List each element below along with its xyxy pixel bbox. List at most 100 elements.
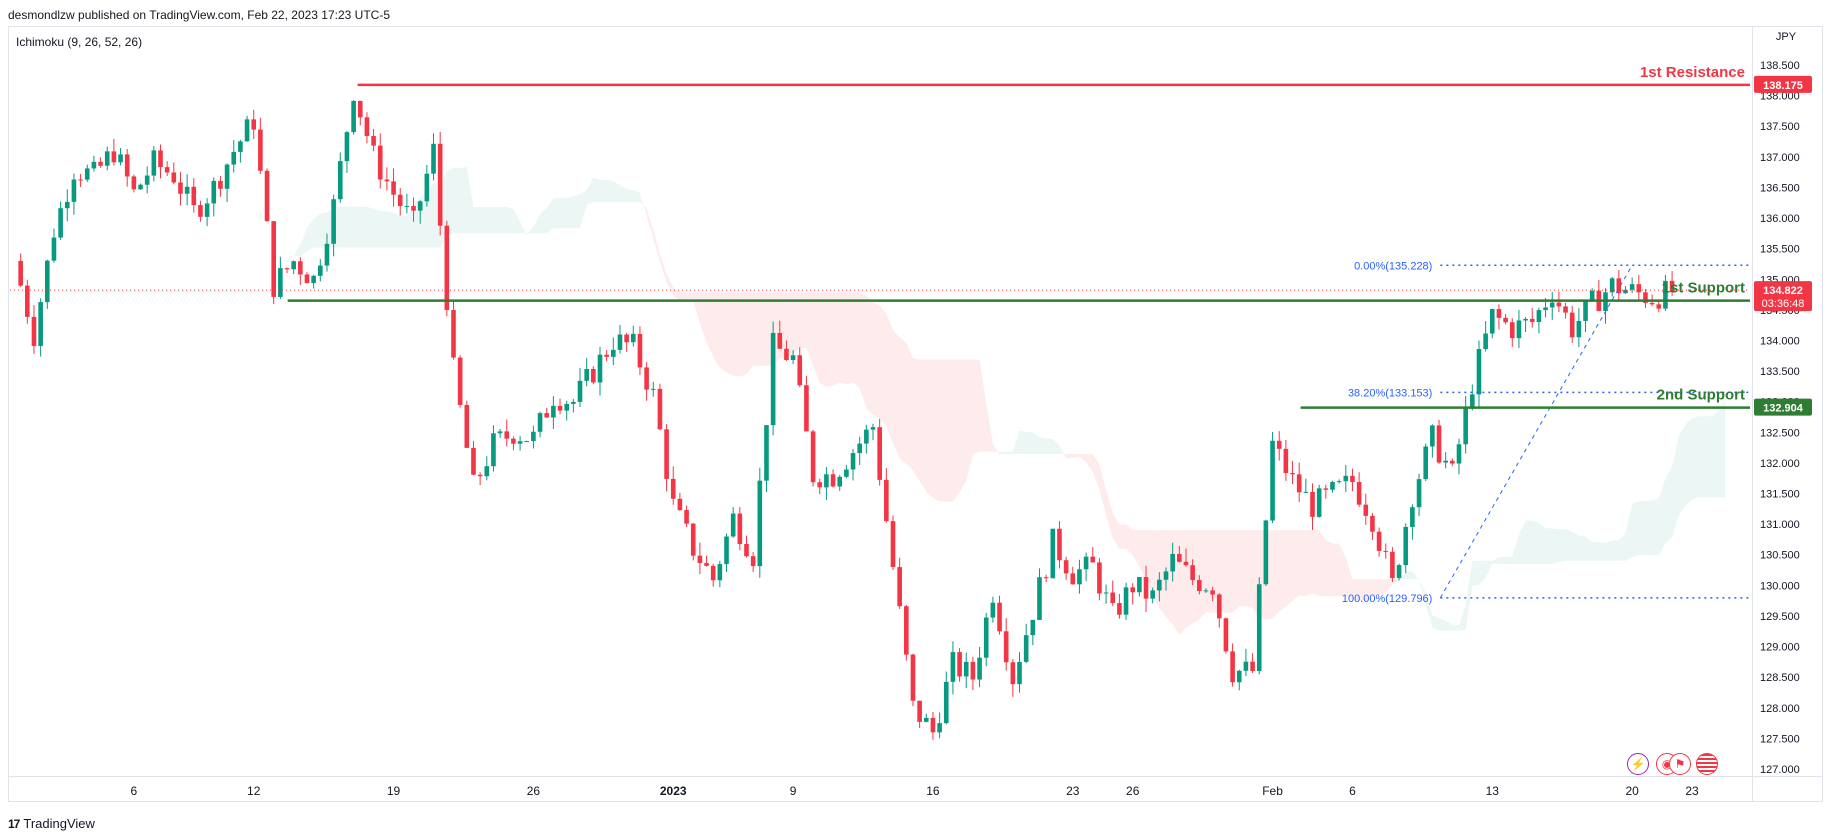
- ichimoku-cloud-segment: [486, 206, 494, 234]
- ichimoku-cloud-segment: [586, 177, 594, 205]
- ichimoku-cloud-segment: [566, 196, 574, 229]
- ichimoku-cloud-segment: [1692, 416, 1699, 500]
- candle-body: [357, 100, 363, 118]
- candle-body: [677, 498, 683, 511]
- level-name: 2nd Support: [1657, 387, 1745, 404]
- candle-body: [158, 150, 163, 168]
- ichimoku-cloud-segment: [959, 359, 967, 492]
- candle-body: [1649, 302, 1655, 305]
- candle-body: [1656, 304, 1662, 309]
- candle-body: [1643, 292, 1648, 303]
- flag-icon[interactable]: ⚑: [1669, 753, 1691, 775]
- ichimoku-cloud-segment: [666, 274, 674, 296]
- time-tick-label: 23: [1066, 784, 1080, 798]
- ichimoku-cloud-segment: [673, 287, 680, 301]
- us-flag-icon[interactable]: [1696, 753, 1718, 775]
- candle-body: [551, 405, 556, 418]
- candle-body: [1383, 550, 1389, 552]
- candle-body: [251, 119, 257, 130]
- price-tick-label: 130.500: [1760, 550, 1800, 562]
- ichimoku-cloud-segment: [1192, 530, 1200, 624]
- price-tick-label: 136.500: [1760, 182, 1800, 194]
- candle-body: [278, 268, 283, 297]
- ichimoku-cloud-segment: [979, 359, 987, 452]
- ichimoku-cloud-segment: [580, 190, 587, 229]
- candle-body: [750, 556, 756, 567]
- ichimoku-cloud-segment: [613, 181, 620, 203]
- candle-body: [1390, 551, 1395, 579]
- price-tick-label: 136.000: [1760, 213, 1800, 225]
- tradingview-footer[interactable]: 17 TradingView: [8, 816, 95, 831]
- ichimoku-cloud-segment: [1618, 532, 1626, 561]
- candle-body: [64, 201, 70, 209]
- ichimoku-cloud-segment: [446, 167, 454, 237]
- ichimoku-cloud-segment: [1518, 520, 1526, 565]
- candle-body: [1223, 618, 1229, 652]
- candle-body: [850, 453, 856, 470]
- ichimoku-cloud-segment: [646, 208, 654, 238]
- candle-body: [937, 723, 942, 733]
- ichimoku-cloud-segment: [713, 292, 720, 368]
- candle-body: [830, 474, 836, 487]
- lightning-icon[interactable]: ⚡: [1627, 753, 1649, 775]
- ichimoku-cloud-segment: [739, 292, 747, 377]
- ichimoku-cloud-segment: [386, 211, 394, 248]
- candle-body: [131, 176, 137, 190]
- ichimoku-cloud-segment: [353, 206, 361, 248]
- candle-body: [670, 478, 676, 499]
- ichimoku-cloud-segment: [1359, 579, 1366, 601]
- candle-body: [1150, 590, 1155, 599]
- candle-body: [298, 261, 303, 275]
- ichimoku-cloud-segment: [460, 166, 467, 234]
- candle-body: [1270, 440, 1275, 521]
- price-tick-label: 138.500: [1760, 60, 1800, 72]
- ichimoku-cloud-segment: [1039, 437, 1047, 454]
- candle-body: [1216, 594, 1222, 619]
- candle-body: [1463, 406, 1468, 445]
- ichimoku-cloud-segment: [320, 212, 327, 248]
- time-tick-label: 19: [387, 784, 401, 798]
- candle-body: [151, 150, 157, 176]
- ichimoku-cloud-segment: [1498, 556, 1506, 565]
- candle-body: [1583, 300, 1588, 321]
- ichimoku-cloud-segment: [999, 451, 1007, 454]
- ichimoku-cloud-segment: [1452, 624, 1460, 631]
- candle-body: [1356, 482, 1362, 505]
- ichimoku-cloud-segment: [1658, 478, 1666, 556]
- candle-body: [1470, 394, 1475, 407]
- candle-body: [218, 180, 223, 189]
- candle-body: [471, 447, 476, 475]
- ichimoku-cloud-segment: [952, 359, 960, 502]
- indicator-legend[interactable]: Ichimoku (9, 26, 52, 26): [16, 35, 143, 49]
- ichimoku-cloud-segment: [859, 292, 867, 409]
- candle-body: [564, 403, 570, 411]
- ichimoku-cloud-segment: [1239, 530, 1246, 606]
- ichimoku-cloud-segment: [1159, 530, 1167, 618]
- time-axis-separator: [8, 776, 1823, 777]
- candle-body: [1157, 579, 1162, 591]
- candle-body: [491, 433, 496, 467]
- ichimoku-cloud-segment: [866, 295, 874, 415]
- candle-body: [1190, 565, 1195, 581]
- candle-body: [1556, 302, 1562, 307]
- candle-body: [484, 466, 490, 477]
- candle-body: [604, 354, 609, 357]
- candle-body: [431, 143, 436, 174]
- candle-body: [78, 179, 83, 181]
- ichimoku-cloud-segment: [892, 330, 900, 459]
- candle-body: [697, 555, 703, 564]
- ichimoku-cloud-segment: [839, 292, 847, 384]
- candle-body: [364, 117, 370, 137]
- candle-body: [1043, 577, 1049, 579]
- candle-body: [1143, 577, 1149, 599]
- ichimoku-cloud-segment: [1279, 530, 1286, 612]
- ichimoku-cloud-segment: [287, 256, 294, 261]
- ichimoku-cloud-segment: [1332, 543, 1340, 597]
- time-tick-label: 9: [790, 784, 797, 798]
- candle-body: [584, 369, 589, 381]
- ichimoku-cloud-segment: [366, 206, 374, 248]
- ichimoku-cloud-segment: [247, 292, 254, 305]
- ichimoku-cloud-segment: [946, 359, 953, 502]
- ichimoku-cloud-segment: [1598, 542, 1606, 561]
